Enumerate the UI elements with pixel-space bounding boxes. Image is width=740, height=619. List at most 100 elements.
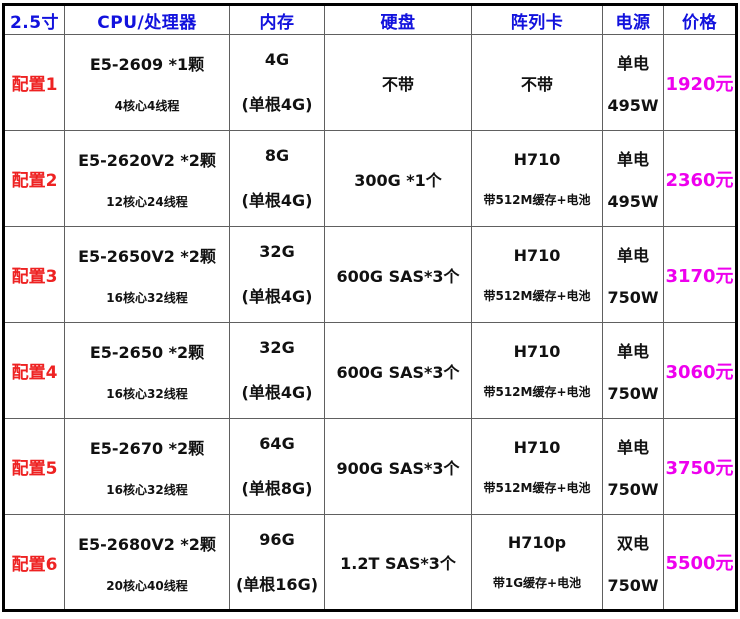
power-type: 单电 bbox=[616, 342, 649, 361]
price-cell: 5500元 bbox=[663, 514, 737, 611]
raid-model: H710 bbox=[513, 245, 561, 265]
power-watt: 495W bbox=[607, 192, 659, 211]
price-cell: 1920元 bbox=[663, 34, 737, 131]
disk-spec: 600G SAS*3个 bbox=[336, 362, 460, 382]
memory-cell: 32G (单根4G) bbox=[229, 226, 325, 323]
disk-spec: 300G *1个 bbox=[354, 170, 442, 190]
cpu-cell: E5-2670 *2颗 16核心32线程 bbox=[64, 418, 230, 515]
disk-spec: 900G SAS*3个 bbox=[336, 458, 460, 478]
disk-spec: 600G SAS*3个 bbox=[336, 266, 460, 286]
memory-cell: 96G (单根16G) bbox=[229, 514, 325, 611]
price-value: 1920元 bbox=[665, 73, 734, 95]
raid-cache: 带512M缓存+电池 bbox=[483, 384, 591, 399]
config-row-4: 配置4 E5-2650 *2颗 16核心32线程 32G (单根4G) 600G S… bbox=[3, 322, 737, 419]
power-watt: 750W bbox=[607, 575, 659, 595]
power-watt: 750W bbox=[607, 384, 659, 403]
disk-spec: 1.2T SAS*3个 bbox=[340, 554, 456, 573]
cpu-cell: E5-2680V2 *2颗 20核心40线程 bbox=[64, 514, 230, 611]
disk-cell: 不带 bbox=[324, 34, 472, 131]
price-value: 3750元 bbox=[665, 457, 734, 479]
price-value: 5500元 bbox=[665, 553, 734, 574]
cpu-cores: 16核心32线程 bbox=[106, 483, 188, 497]
cpu-cores: 20核心40线程 bbox=[106, 578, 188, 593]
raid-cache: 带512M缓存+电池 bbox=[483, 480, 591, 495]
power-watt: 750W bbox=[607, 288, 659, 307]
raid-cell: H710 带512M缓存+电池 bbox=[471, 418, 603, 515]
cpu-cores: 16核心32线程 bbox=[106, 387, 188, 401]
cpu-model: E5-2620V2 *2颗 bbox=[78, 151, 216, 170]
price-cell: 3750元 bbox=[663, 418, 737, 515]
cpu-cores: 12核心24线程 bbox=[106, 195, 188, 209]
config-label: 配置5 bbox=[3, 418, 65, 515]
cpu-cores: 4核心4线程 bbox=[114, 99, 180, 113]
raid-model: H710 bbox=[513, 341, 561, 361]
config-row-6: 配置6 E5-2680V2 *2颗 20核心40线程 96G (单根16G) 1.2… bbox=[3, 514, 737, 611]
server-config-price-table: 2.5寸 CPU/处理器 内存 硬盘 阵列卡 电源 价格 配置1 E5-2609… bbox=[2, 3, 738, 612]
power-cell: 单电 750W bbox=[602, 418, 664, 515]
cpu-model: E5-2650V2 *2颗 bbox=[78, 247, 216, 266]
header-memory: 内存 bbox=[229, 4, 325, 35]
power-type: 单电 bbox=[616, 438, 649, 457]
header-disk: 硬盘 bbox=[324, 4, 472, 35]
memory-size: 96G bbox=[259, 529, 295, 549]
config-row-2: 配置2 E5-2620V2 *2颗 12核心24线程 8G (单根4G) 300G … bbox=[3, 130, 737, 227]
memory-size: 4G bbox=[264, 50, 290, 69]
memory-module: (单根16G) bbox=[235, 574, 319, 594]
header-power: 电源 bbox=[602, 4, 664, 35]
config-label: 配置3 bbox=[3, 226, 65, 323]
power-cell: 单电 495W bbox=[602, 34, 664, 131]
memory-module: (单根4G) bbox=[241, 383, 313, 402]
cpu-model: E5-2680V2 *2颗 bbox=[78, 534, 216, 554]
cpu-model: E5-2650 *2颗 bbox=[89, 343, 205, 362]
cpu-cell: E5-2620V2 *2颗 12核心24线程 bbox=[64, 130, 230, 227]
raid-model: H710 bbox=[513, 437, 561, 457]
cpu-model: E5-2609 *1颗 bbox=[89, 55, 205, 74]
memory-module: (单根4G) bbox=[241, 287, 313, 306]
config-row-3: 配置3 E5-2650V2 *2颗 16核心32线程 32G (单根4G) 600G… bbox=[3, 226, 737, 323]
disk-cell: 600G SAS*3个 bbox=[324, 322, 472, 419]
price-value: 3170元 bbox=[665, 265, 734, 287]
config-row-1: 配置1 E5-2609 *1颗 4核心4线程 4G (单根4G) 不带 不带 单电 4… bbox=[3, 34, 737, 131]
raid-cache: 带512M缓存+电池 bbox=[483, 192, 591, 207]
header-price: 价格 bbox=[663, 4, 737, 35]
power-cell: 单电 495W bbox=[602, 130, 664, 227]
config-label: 配置1 bbox=[3, 34, 65, 131]
header-raid-card: 阵列卡 bbox=[471, 4, 603, 35]
header-cpu: CPU/处理器 bbox=[64, 4, 230, 35]
config-row-5: 配置5 E5-2670 *2颗 16核心32线程 64G (单根8G) 900G S… bbox=[3, 418, 737, 515]
memory-cell: 8G (单根4G) bbox=[229, 130, 325, 227]
memory-size: 8G bbox=[264, 146, 290, 165]
cpu-cell: E5-2609 *1颗 4核心4线程 bbox=[64, 34, 230, 131]
memory-size: 32G bbox=[259, 242, 295, 261]
raid-cell: H710 带512M缓存+电池 bbox=[471, 130, 603, 227]
raid-cache: 带512M缓存+电池 bbox=[483, 288, 591, 303]
raid-model: H710 bbox=[513, 149, 561, 169]
config-label: 配置4 bbox=[3, 322, 65, 419]
memory-module: (单根4G) bbox=[241, 191, 313, 210]
price-value: 3060元 bbox=[665, 361, 734, 383]
raid-cell: H710 带512M缓存+电池 bbox=[471, 226, 603, 323]
power-type: 单电 bbox=[616, 150, 649, 169]
raid-model: 不带 bbox=[520, 74, 553, 94]
power-cell: 单电 750W bbox=[602, 226, 664, 323]
cpu-cores: 16核心32线程 bbox=[106, 291, 188, 305]
raid-cell: H710p 带1G缓存+电池 bbox=[471, 514, 603, 611]
memory-module: (单根4G) bbox=[241, 95, 313, 114]
price-value: 2360元 bbox=[665, 169, 734, 191]
power-watt: 750W bbox=[607, 480, 659, 499]
raid-model: H710p bbox=[507, 533, 567, 552]
disk-cell: 300G *1个 bbox=[324, 130, 472, 227]
disk-cell: 900G SAS*3个 bbox=[324, 418, 472, 515]
power-cell: 单电 750W bbox=[602, 322, 664, 419]
memory-size: 32G bbox=[259, 338, 295, 357]
memory-cell: 32G (单根4G) bbox=[229, 322, 325, 419]
power-cell: 双电 750W bbox=[602, 514, 664, 611]
cpu-cell: E5-2650 *2颗 16核心32线程 bbox=[64, 322, 230, 419]
header-size: 2.5寸 bbox=[3, 4, 65, 35]
price-cell: 3170元 bbox=[663, 226, 737, 323]
raid-cell: 不带 bbox=[471, 34, 603, 131]
config-label: 配置6 bbox=[3, 514, 65, 611]
price-cell: 2360元 bbox=[663, 130, 737, 227]
raid-cache: 带1G缓存+电池 bbox=[492, 576, 582, 590]
memory-size: 64G bbox=[259, 434, 295, 453]
